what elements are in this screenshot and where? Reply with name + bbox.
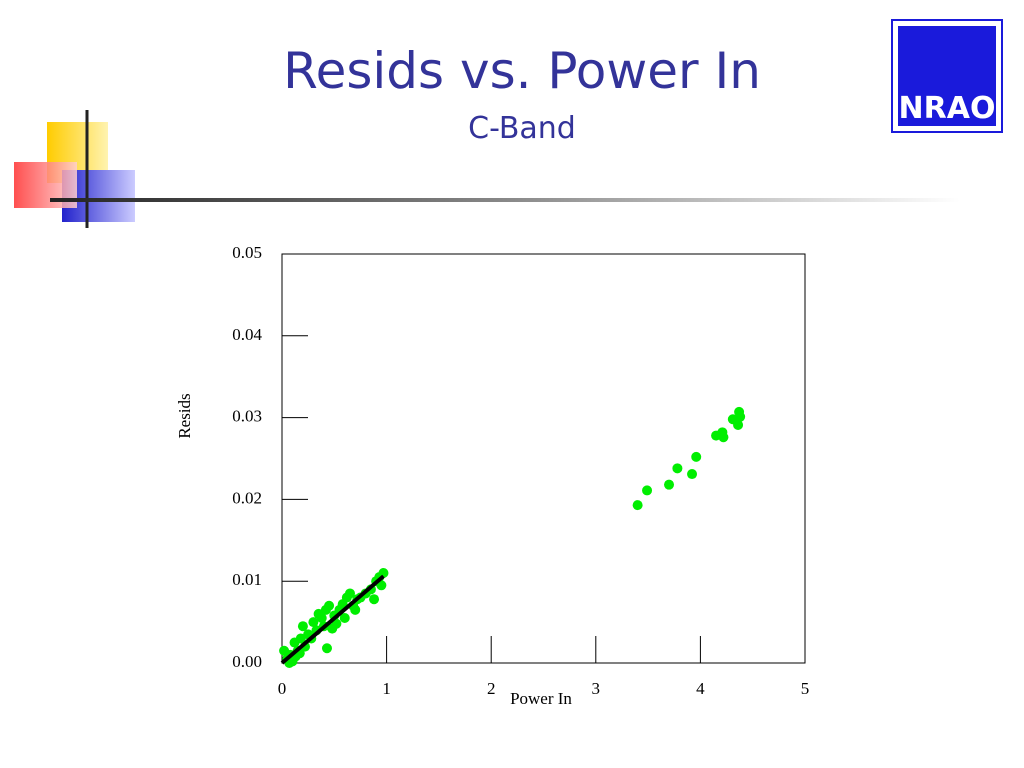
fit-line (280, 574, 385, 665)
point (664, 479, 675, 490)
deco-hline (50, 198, 960, 202)
y-tick-label: 0.04 (232, 325, 262, 344)
point (321, 643, 332, 654)
x-tick-label: 4 (696, 679, 705, 698)
point (308, 617, 319, 628)
point (672, 463, 683, 474)
y-axis-label: Resids (175, 393, 194, 438)
title: Resids vs. Power In (283, 42, 761, 100)
point (350, 604, 361, 615)
point (687, 469, 698, 480)
x-tick-label: 5 (801, 679, 810, 698)
logo (898, 26, 996, 126)
point (632, 500, 643, 511)
y-tick-label: 0.05 (232, 243, 262, 262)
y-tick-label: 0.03 (232, 407, 262, 426)
point (344, 588, 355, 599)
point (378, 568, 389, 579)
logo-text: NRAO (899, 91, 996, 126)
point (339, 613, 350, 624)
x-tick-label: 0 (278, 679, 287, 698)
point (324, 600, 335, 611)
point (691, 451, 702, 462)
x-tick-label: 3 (592, 679, 601, 698)
subtitle: C-Band (468, 111, 576, 146)
x-axis-label: Power In (510, 689, 572, 708)
point (295, 633, 306, 644)
point (733, 419, 744, 430)
point (316, 613, 327, 624)
point (369, 594, 380, 605)
y-tick-label: 0.01 (232, 570, 262, 589)
point (735, 411, 746, 422)
plot-frame (281, 253, 806, 664)
x-tick-label: 2 (487, 679, 496, 698)
x-tick-label: 1 (382, 679, 391, 698)
y-tick-label: 0.02 (232, 488, 262, 507)
point (717, 427, 728, 438)
point (297, 621, 308, 632)
point (642, 485, 653, 496)
y-tick-label: 0.00 (232, 652, 262, 671)
